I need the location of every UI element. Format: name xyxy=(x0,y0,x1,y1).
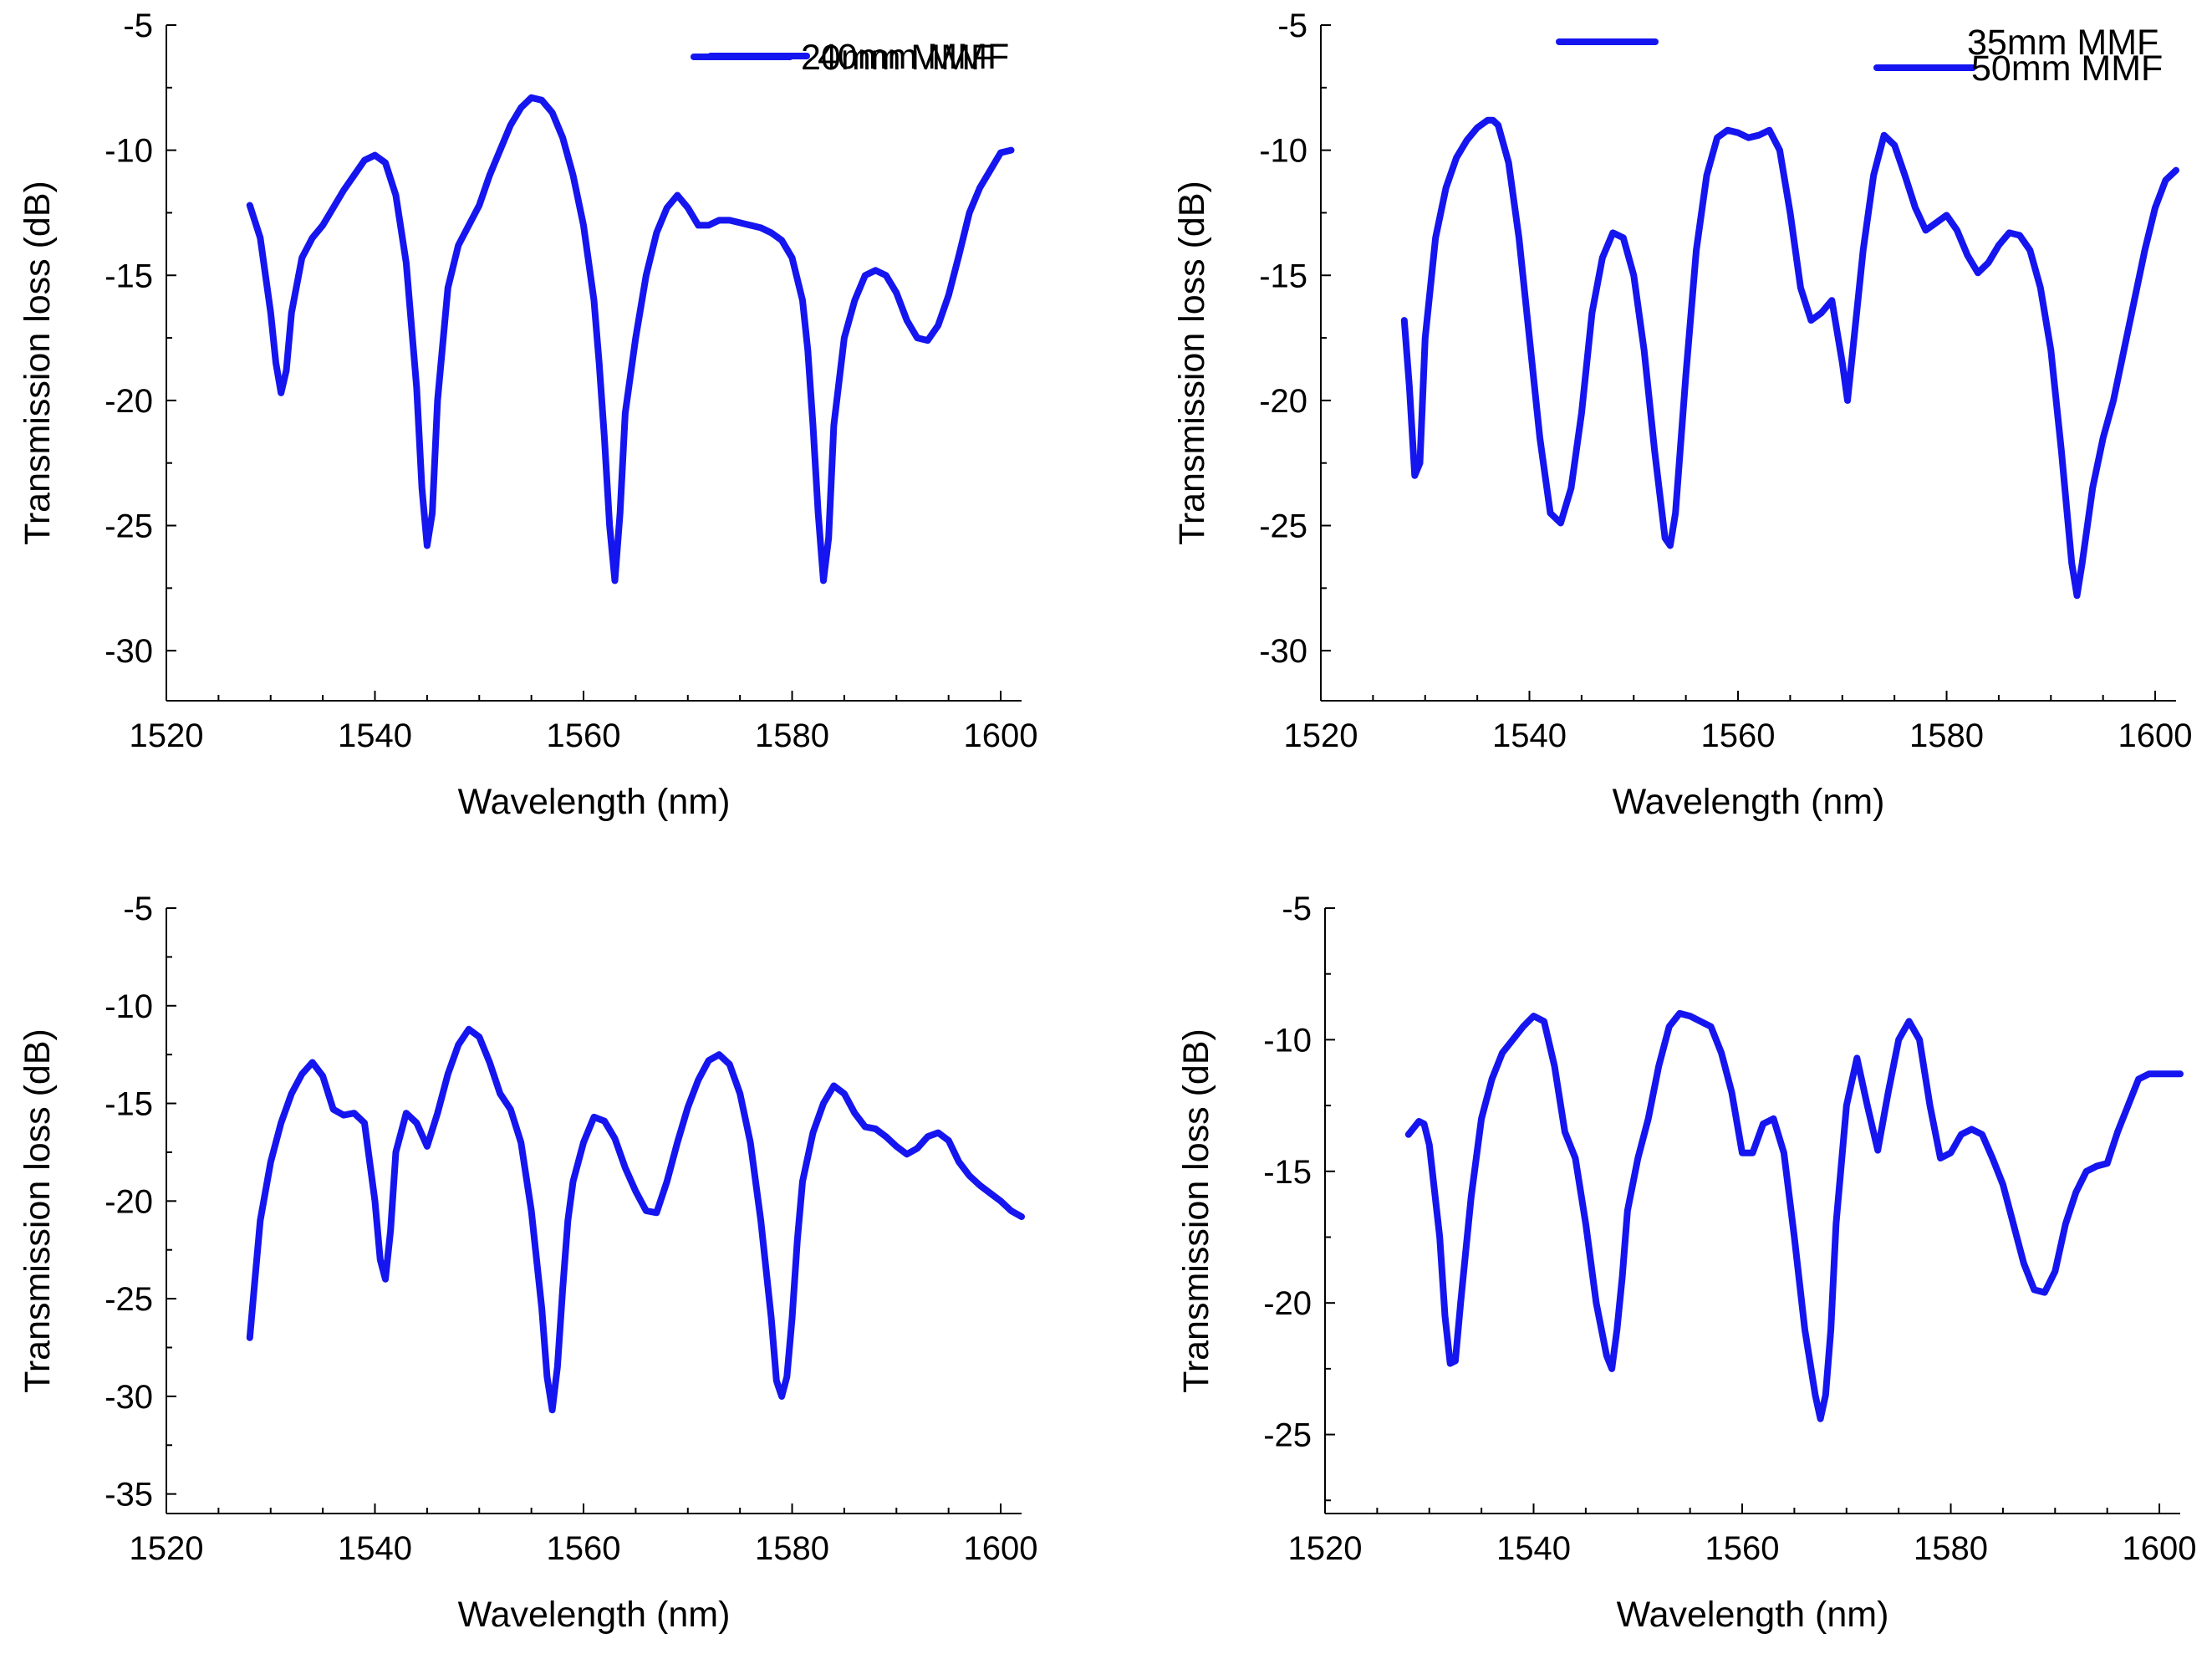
x-tick-label: 1580 xyxy=(1909,717,1984,754)
panel-4: -5 -10 -15 -20 -25 1520 1540 1560 1580 1600 Wavele… xyxy=(1176,48,2197,1635)
x-axis-title: Wavelength (nm) xyxy=(1617,1595,1889,1635)
x-tick-label: 1560 xyxy=(1701,717,1776,754)
x-tick-label: 1520 xyxy=(1288,1530,1363,1567)
series-line-40mm-mmf xyxy=(246,1025,1025,1414)
x-tick-label: 1520 xyxy=(1284,717,1358,754)
y-tick-label: -25 xyxy=(104,508,153,545)
y-axis-title: Transmission loss (dB) xyxy=(1172,181,1212,545)
x-tick-label: 1600 xyxy=(964,717,1038,754)
y-tick-label: -25 xyxy=(1259,508,1307,545)
y-tick-label: -15 xyxy=(1263,1154,1312,1191)
y-tick-label: -20 xyxy=(104,383,153,420)
y-tick-label: -15 xyxy=(104,1086,153,1123)
x-tick-label: 1600 xyxy=(964,1530,1038,1567)
y-axis-title: Transmission loss (dB) xyxy=(1176,1029,1216,1393)
x-tick-label: 1540 xyxy=(338,717,412,754)
y-tick-label: -10 xyxy=(1259,133,1307,170)
legend-label: 50mm MMF xyxy=(1971,48,2163,89)
y-tick-label: -20 xyxy=(104,1183,153,1220)
x-tick-label: 1520 xyxy=(130,1530,204,1567)
y-tick-label: -20 xyxy=(1263,1285,1312,1322)
y-tick-label: -10 xyxy=(104,988,153,1025)
x-tick-label: 1580 xyxy=(755,717,829,754)
legend-label: 20mm MMF xyxy=(801,38,992,78)
x-tick-label: 1540 xyxy=(338,1530,412,1567)
series-line-50mm-mmf xyxy=(1404,1009,2184,1422)
y-tick-label: -25 xyxy=(104,1281,153,1318)
x-tick-label: 1600 xyxy=(2123,1530,2197,1567)
series-line-35mm-mmf xyxy=(1400,116,2179,600)
x-axis-title: Wavelength (nm) xyxy=(1613,782,1885,822)
x-axis-title: Wavelength (nm) xyxy=(458,782,731,822)
panel-3: -5 -10 -15 -20 -25 -30 -35 1520 1540 1560 1580 1600… xyxy=(18,37,1038,1635)
x-axis-title: Wavelength (nm) xyxy=(458,1595,731,1635)
y-tick-label: -30 xyxy=(104,1379,153,1416)
y-tick-label: -35 xyxy=(104,1477,153,1514)
series-line-20mm-mmf xyxy=(246,94,1015,585)
x-tick-label: 1540 xyxy=(1496,1530,1571,1567)
y-tick-label: -5 xyxy=(123,891,153,927)
y-tick-label: -30 xyxy=(104,633,153,670)
x-tick-label: 1580 xyxy=(755,1530,829,1567)
x-tick-label: 1540 xyxy=(1492,717,1567,754)
panel-2: -5 -10 -15 -20 -25 -30 1520 1540 1560 1580 1600 Wav… xyxy=(1172,8,2193,822)
y-tick-label: -15 xyxy=(1259,258,1307,294)
y-tick-label: -10 xyxy=(104,133,153,170)
x-tick-label: 1560 xyxy=(1705,1530,1780,1567)
y-tick-label: -10 xyxy=(1263,1022,1312,1059)
y-axis-title: Transmission loss (dB) xyxy=(18,1029,58,1393)
y-tick-label: -5 xyxy=(123,8,153,44)
x-tick-label: 1580 xyxy=(1914,1530,1988,1567)
y-tick-label: -15 xyxy=(104,258,153,294)
y-tick-label: -25 xyxy=(1263,1417,1312,1454)
y-axis-title: Transmission loss (dB) xyxy=(18,181,58,545)
x-tick-label: 1560 xyxy=(547,1530,621,1567)
y-tick-label: -30 xyxy=(1259,633,1307,670)
panel-1: -5 -10 -15 -20 -25 -30 1520 1540 1560 1580 1600 Wav… xyxy=(18,8,1038,822)
x-tick-label: 1520 xyxy=(130,717,204,754)
legend-label: 35mm MMF xyxy=(1967,23,2158,63)
y-tick-label: -20 xyxy=(1259,383,1307,420)
y-tick-label: -5 xyxy=(1282,891,1312,927)
legend-label: 40mm MMF xyxy=(818,37,1009,77)
x-tick-label: 1600 xyxy=(2118,717,2193,754)
x-tick-label: 1560 xyxy=(547,717,621,754)
y-tick-label: -5 xyxy=(1277,8,1307,44)
